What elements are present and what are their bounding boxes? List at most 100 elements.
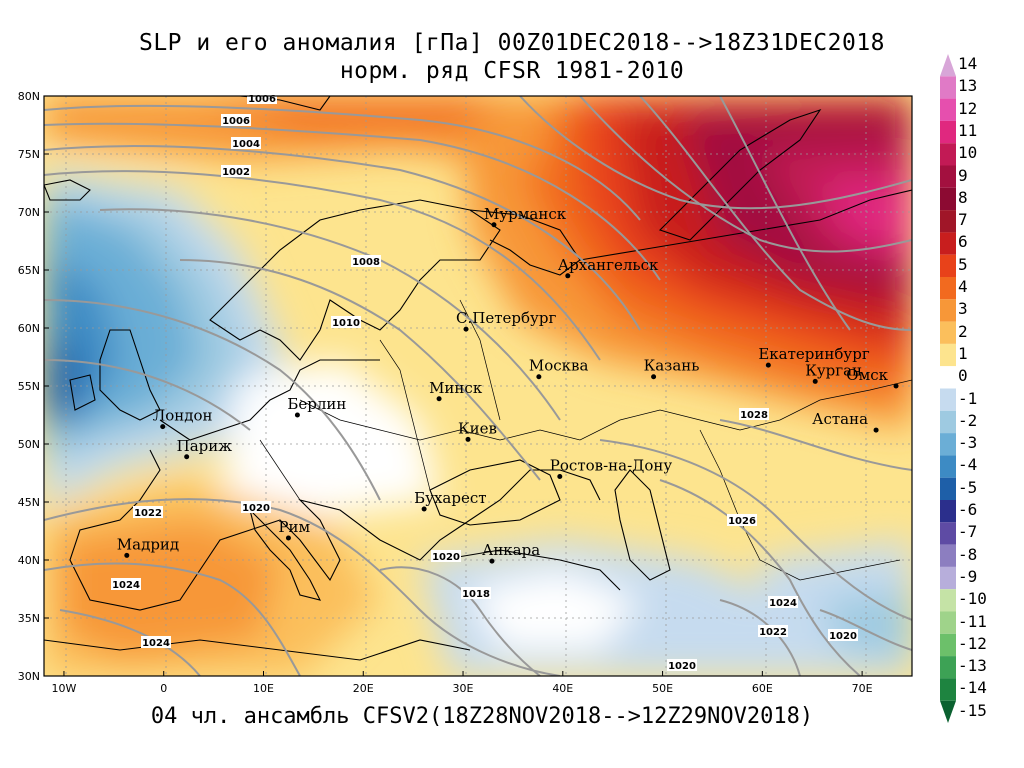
city-label: Архангельск xyxy=(558,256,659,274)
city-marker xyxy=(294,412,300,418)
svg-text:1002: 1002 xyxy=(222,167,250,178)
colorbar-label: 0 xyxy=(958,366,968,386)
svg-text:1020: 1020 xyxy=(668,661,696,672)
city-marker xyxy=(557,473,563,479)
city-marker xyxy=(421,506,427,512)
city-marker xyxy=(873,427,879,433)
city-label: Лондон xyxy=(153,407,213,425)
colorbar-label: -12 xyxy=(958,633,987,653)
lon-tick-label: 30E xyxy=(453,682,474,695)
lon-tick-label: 60E xyxy=(752,682,773,695)
lon-tick-label: 70E xyxy=(852,682,873,695)
city-label: Мадрид xyxy=(117,535,179,553)
colorbar-label: -1 xyxy=(958,388,978,408)
svg-text:1008: 1008 xyxy=(352,257,380,268)
isobar-label: 1022 xyxy=(133,506,163,519)
lat-tick-label: 60N xyxy=(18,322,40,335)
city-label: Омск xyxy=(846,366,888,384)
colorbar-swatch xyxy=(940,254,956,277)
colorbar-swatch xyxy=(940,566,956,590)
city-marker xyxy=(893,383,899,389)
colorbar-label: 8 xyxy=(958,187,968,207)
colorbar-swatch xyxy=(940,165,956,188)
city-label: Берлин xyxy=(287,395,346,413)
city-label: Рим xyxy=(278,518,310,536)
colorbar-label: -14 xyxy=(958,678,987,698)
svg-text:1022: 1022 xyxy=(759,627,787,638)
colorbar-swatch xyxy=(940,477,956,500)
svg-text:1024: 1024 xyxy=(112,580,140,591)
lat-tick-label: 70N xyxy=(18,206,40,219)
colorbar-swatch xyxy=(940,410,956,434)
colorbar-label: -11 xyxy=(958,611,987,631)
longitude-axis: 10W 0 10E 20E 30E 40E 50E 60E 70E xyxy=(52,671,873,695)
footer-caption: 04 чл. ансамбль CFSV2(18Z28NOV2018-->12Z… xyxy=(150,704,814,729)
isobar-label: 1010 xyxy=(331,316,361,329)
lon-tick-label: 40E xyxy=(552,682,573,695)
colorbar-label: 13 xyxy=(958,76,978,96)
lon-tick-label: 50E xyxy=(652,682,673,695)
colorbar-swatch xyxy=(940,54,956,77)
colorbar-label: -13 xyxy=(958,656,987,676)
colorbar-swatch xyxy=(940,500,956,523)
colorbar-label: 9 xyxy=(958,165,968,185)
isobar-label: 1020 xyxy=(828,629,858,642)
colorbar-swatch xyxy=(940,589,956,612)
colorbar-label: -5 xyxy=(958,477,978,497)
lat-tick-label: 45N xyxy=(18,496,40,509)
isobar-label: 1004 xyxy=(231,137,261,150)
svg-text:1028: 1028 xyxy=(740,410,768,421)
colorbar-swatch xyxy=(940,700,956,723)
lat-tick-label: 55N xyxy=(18,380,40,393)
isobar-label: 1018 xyxy=(461,587,491,600)
coastlines xyxy=(44,96,912,661)
colorbar-label: 4 xyxy=(958,277,968,296)
city-label: Курган xyxy=(805,361,862,379)
city-label: Париж xyxy=(177,437,233,455)
city-marker xyxy=(463,326,469,332)
city-label: Казань xyxy=(644,357,700,375)
lat-tick-label: 75N xyxy=(18,148,40,161)
colorbar-label: 14 xyxy=(958,54,978,73)
isobar-label: 1026 xyxy=(727,514,757,527)
colorbar-label: 6 xyxy=(958,232,968,252)
colorbar-swatch xyxy=(940,433,956,456)
colorbar-swatch xyxy=(940,143,956,166)
svg-text:1006: 1006 xyxy=(248,94,276,105)
isobar-label: 1020 xyxy=(667,659,697,672)
colorbar-swatch xyxy=(940,343,956,367)
svg-text:1020: 1020 xyxy=(829,631,857,642)
svg-text:1020: 1020 xyxy=(242,503,270,514)
svg-text:1024: 1024 xyxy=(142,638,170,649)
colorbar: 14 13 12 11 10 9 8 7 6 5 4 3 2 1 0 -1 -2 -3 -4 -5 -6 -7 -8 -9 -1… xyxy=(936,44,1024,724)
colorbar-label: 12 xyxy=(958,98,978,118)
colorbar-label: 3 xyxy=(958,299,968,319)
isobar-label: 1022 xyxy=(758,625,788,638)
colorbar-swatch xyxy=(940,187,956,211)
city-marker xyxy=(651,374,657,380)
city-label: С.Петербург xyxy=(456,309,556,327)
colorbar-swatch xyxy=(940,656,956,679)
city-labels: Мурманск Архангельск С.Петербург Москва Каза… xyxy=(117,205,899,564)
city-marker xyxy=(124,552,130,558)
colorbar-label: -2 xyxy=(958,410,978,430)
colorbar-label: 5 xyxy=(958,254,968,274)
isobar-label: 1020 xyxy=(241,501,271,514)
colorbar-label: -10 xyxy=(958,589,987,609)
lon-tick-label: 10W xyxy=(52,682,77,695)
colorbar-swatches xyxy=(940,54,956,723)
city-label: Анкара xyxy=(482,541,540,559)
colorbar-label: -4 xyxy=(958,455,978,475)
colorbar-swatch xyxy=(940,210,956,233)
lat-tick-label: 30N xyxy=(18,670,40,683)
grid-lines xyxy=(44,96,912,676)
isobar-label: 1006 xyxy=(247,92,277,105)
lon-tick-label: 0 xyxy=(160,682,167,695)
isobar-label: 1024 xyxy=(141,636,171,649)
isobar-labels: 1006 1006 1004 1002 1008 1010 1028 1026 1022 1020… xyxy=(111,92,858,672)
colorbar-label: -15 xyxy=(958,700,987,720)
colorbar-label: 1 xyxy=(958,343,968,363)
city-marker xyxy=(465,436,471,442)
colorbar-label: -6 xyxy=(958,500,978,519)
svg-text:1004: 1004 xyxy=(232,139,260,150)
